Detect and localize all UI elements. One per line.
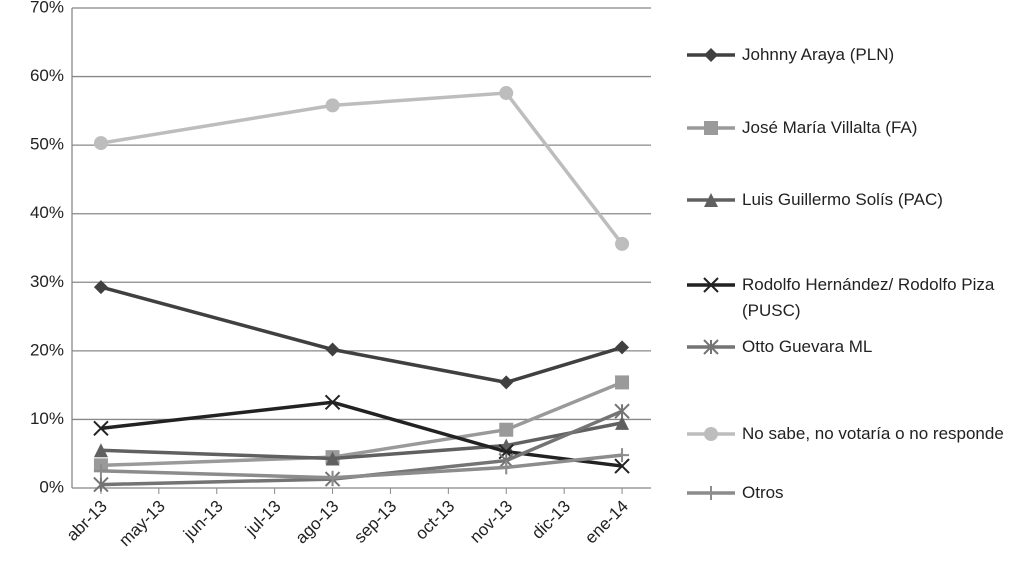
marker [704, 48, 718, 62]
marker [704, 427, 718, 441]
y-tick-label: 20% [30, 340, 64, 359]
marker [93, 136, 108, 151]
marker [703, 339, 719, 355]
marker [703, 277, 719, 293]
marker [704, 193, 718, 207]
series-line [100, 380, 623, 468]
marker [614, 458, 630, 474]
marker [499, 460, 514, 475]
x-tick-label: jun-13 [179, 497, 227, 545]
marker [93, 420, 109, 437]
marker [499, 422, 514, 437]
marker [325, 451, 340, 466]
series-line [100, 91, 624, 245]
marker [93, 443, 108, 458]
legend-label: Otros [742, 483, 784, 502]
x-tick-label: ene-14 [581, 497, 632, 548]
legend-label: Johnny Araya (PLN) [742, 45, 895, 64]
marker [324, 394, 341, 410]
marker [704, 486, 718, 500]
y-tick-label: 70% [30, 0, 64, 16]
marker [615, 415, 630, 430]
y-tick-label: 40% [30, 203, 64, 222]
series-line [100, 453, 623, 480]
legend-label: No sabe, no votaría o no responde [742, 424, 1004, 443]
x-tick-label: jul-13 [241, 497, 285, 541]
legend-label: Luis Guillermo Solís (PAC) [742, 190, 943, 209]
x-tick-label: nov-13 [466, 497, 516, 547]
marker [325, 98, 340, 113]
marker [704, 121, 718, 135]
marker [325, 342, 340, 357]
marker [93, 280, 108, 295]
x-tick-label: ago-13 [292, 497, 343, 548]
x-tick-label: sep-13 [350, 497, 400, 547]
x-tick-label: abr-13 [63, 497, 111, 545]
marker [499, 86, 514, 101]
legend-label: Rodolfo Hernández/ Rodolfo Piza (PUSC) [742, 275, 995, 320]
marker [93, 463, 108, 478]
marker [615, 375, 630, 390]
series-line [100, 400, 623, 468]
y-tick-label: 30% [30, 272, 64, 291]
legend-label: Otto Guevara ML [742, 337, 873, 356]
x-tick-label: may-13 [115, 497, 169, 551]
y-tick-label: 50% [30, 135, 64, 154]
series-line [100, 285, 623, 385]
marker [93, 476, 109, 493]
x-tick-label: oct-13 [412, 497, 459, 544]
marker [615, 236, 630, 251]
marker [615, 448, 630, 463]
x-tick-label: dic-13 [528, 497, 574, 543]
series-line [100, 409, 623, 487]
marker [615, 340, 630, 355]
marker [325, 470, 340, 485]
marker [614, 403, 630, 419]
y-tick-label: 60% [30, 66, 64, 85]
y-tick-label: 0% [39, 477, 64, 496]
legend-label: José María Villalta (FA) [742, 118, 918, 137]
marker [499, 375, 514, 390]
y-tick-label: 10% [30, 409, 64, 428]
